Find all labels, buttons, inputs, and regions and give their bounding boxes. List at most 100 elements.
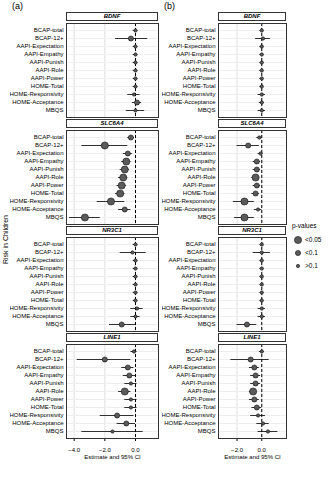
svg-text:−4.0: −4.0 — [68, 447, 81, 453]
svg-text:AAPI-Expectation: AAPI-Expectation — [168, 257, 215, 263]
svg-text:AAPI-Power: AAPI-Power — [183, 75, 216, 81]
svg-text:AAPI-Role: AAPI-Role — [187, 388, 216, 394]
svg-text:BCAP-total: BCAP-total — [186, 241, 216, 247]
svg-text:HOME-Total: HOME-Total — [31, 297, 64, 303]
svg-text:<0.1: <0.1 — [305, 249, 318, 256]
svg-text:AAPI-Punish: AAPI-Punish — [181, 59, 215, 65]
svg-text:HOME-Total: HOME-Total — [31, 83, 64, 89]
svg-text:−2.0: −2.0 — [99, 447, 112, 453]
svg-text:HOME-Total: HOME-Total — [183, 83, 216, 89]
svg-text:AAPI-Role: AAPI-Role — [35, 174, 64, 180]
svg-text:BCAP-12+: BCAP-12+ — [187, 35, 216, 41]
svg-text:AAPI-Empathy: AAPI-Empathy — [176, 51, 215, 57]
svg-text:BCAP-12+: BCAP-12+ — [35, 249, 64, 255]
svg-text:AAPI-Punish: AAPI-Punish — [29, 59, 63, 65]
svg-text:BCAP-total: BCAP-total — [34, 27, 64, 33]
svg-text:AAPI-Power: AAPI-Power — [31, 182, 64, 188]
svg-text:MBQS: MBQS — [46, 428, 64, 434]
svg-text:HOME-Responsivity: HOME-Responsivity — [162, 412, 216, 418]
svg-text:AAPI-Power: AAPI-Power — [31, 396, 64, 402]
svg-text:BCAP-total: BCAP-total — [34, 348, 64, 354]
svg-text:AAPI-Power: AAPI-Power — [31, 75, 64, 81]
svg-text:AAPI-Expectation: AAPI-Expectation — [168, 43, 215, 49]
svg-text:AAPI-Punish: AAPI-Punish — [181, 166, 215, 172]
svg-text:BCAP-12+: BCAP-12+ — [35, 35, 64, 41]
svg-text:AAPI-Empathy: AAPI-Empathy — [176, 265, 215, 271]
svg-text:AAPI-Power: AAPI-Power — [183, 396, 216, 402]
svg-text:AAPI-Punish: AAPI-Punish — [181, 273, 215, 279]
svg-text:HOME-Acceptance: HOME-Acceptance — [12, 206, 64, 212]
svg-text:HOME-Responsivity: HOME-Responsivity — [162, 305, 216, 311]
svg-text:AAPI-Power: AAPI-Power — [31, 289, 64, 295]
svg-text:MBQS: MBQS — [198, 428, 216, 434]
svg-text:HOME-Acceptance: HOME-Acceptance — [164, 420, 216, 426]
svg-text:AAPI-Role: AAPI-Role — [187, 174, 216, 180]
svg-text:AAPI-Empathy: AAPI-Empathy — [24, 372, 63, 378]
svg-text:AAPI-Empathy: AAPI-Empathy — [176, 372, 215, 378]
svg-text:−2.0: −2.0 — [231, 447, 244, 453]
svg-text:HOME-Total: HOME-Total — [31, 190, 64, 196]
svg-text:AAPI-Empathy: AAPI-Empathy — [24, 158, 63, 164]
svg-text:BCAP-total: BCAP-total — [186, 134, 216, 140]
svg-text:AAPI-Expectation: AAPI-Expectation — [168, 150, 215, 156]
svg-text:AAPI-Expectation: AAPI-Expectation — [168, 364, 215, 370]
svg-text:MBQS: MBQS — [46, 321, 64, 327]
svg-text:HOME-Responsivity: HOME-Responsivity — [10, 198, 64, 204]
svg-text:BCAP-12+: BCAP-12+ — [187, 249, 216, 255]
svg-text:MBQS: MBQS — [46, 214, 64, 220]
svg-text:HOME-Acceptance: HOME-Acceptance — [164, 206, 216, 212]
svg-text:HOME-Total: HOME-Total — [183, 297, 216, 303]
svg-text:MBQS: MBQS — [46, 107, 64, 113]
svg-text:AAPI-Punish: AAPI-Punish — [181, 380, 215, 386]
svg-text:AAPI-Empathy: AAPI-Empathy — [176, 158, 215, 164]
svg-text:AAPI-Empathy: AAPI-Empathy — [24, 51, 63, 57]
svg-text:HOME-Acceptance: HOME-Acceptance — [12, 313, 64, 319]
svg-text:AAPI-Role: AAPI-Role — [187, 67, 216, 73]
svg-text:AAPI-Punish: AAPI-Punish — [29, 380, 63, 386]
svg-text:AAPI-Expectation: AAPI-Expectation — [16, 150, 63, 156]
svg-text:HOME-Responsivity: HOME-Responsivity — [162, 91, 216, 97]
svg-text:AAPI-Power: AAPI-Power — [183, 289, 216, 295]
svg-text:AAPI-Power: AAPI-Power — [183, 182, 216, 188]
svg-text:HOME-Responsivity: HOME-Responsivity — [10, 412, 64, 418]
svg-text:BCAP-total: BCAP-total — [186, 348, 216, 354]
svg-text:BCAP-12+: BCAP-12+ — [35, 356, 64, 362]
svg-text:0.0: 0.0 — [258, 447, 267, 453]
svg-text:HOME-Acceptance: HOME-Acceptance — [164, 313, 216, 319]
svg-text:Estimate and 95% CI: Estimate and 95% CI — [84, 454, 141, 460]
svg-text:BCAP-total: BCAP-total — [186, 27, 216, 33]
svg-text:BCAP-12+: BCAP-12+ — [187, 142, 216, 148]
svg-text:AAPI-Role: AAPI-Role — [35, 281, 64, 287]
svg-text:AAPI-Punish: AAPI-Punish — [29, 273, 63, 279]
svg-text:AAPI-Expectation: AAPI-Expectation — [16, 364, 63, 370]
svg-text:AAPI-Role: AAPI-Role — [35, 388, 64, 394]
svg-text:HOME-Total: HOME-Total — [31, 404, 64, 410]
svg-text:>0.1: >0.1 — [305, 262, 318, 269]
svg-text:BCAP-12+: BCAP-12+ — [187, 356, 216, 362]
svg-text:0.0: 0.0 — [131, 447, 140, 453]
svg-text:Estimate and 95% CI: Estimate and 95% CI — [224, 454, 281, 460]
svg-text:<0.05: <0.05 — [305, 236, 322, 243]
svg-text:HOME-Responsivity: HOME-Responsivity — [10, 305, 64, 311]
svg-text:p-values: p-values — [292, 222, 317, 230]
svg-text:MBQS: MBQS — [198, 214, 216, 220]
svg-text:BCAP-total: BCAP-total — [34, 134, 64, 140]
svg-text:AAPI-Role: AAPI-Role — [187, 281, 216, 287]
svg-text:HOME-Acceptance: HOME-Acceptance — [12, 99, 64, 105]
svg-text:MBQS: MBQS — [198, 107, 216, 113]
svg-text:HOME-Acceptance: HOME-Acceptance — [12, 420, 64, 426]
svg-text:AAPI-Expectation: AAPI-Expectation — [16, 257, 63, 263]
svg-text:HOME-Total: HOME-Total — [183, 404, 216, 410]
svg-text:HOME-Total: HOME-Total — [183, 190, 216, 196]
svg-text:HOME-Responsivity: HOME-Responsivity — [10, 91, 64, 97]
svg-text:BCAP-12+: BCAP-12+ — [35, 142, 64, 148]
svg-text:AAPI-Expectation: AAPI-Expectation — [16, 43, 63, 49]
svg-text:AAPI-Role: AAPI-Role — [35, 67, 64, 73]
svg-text:HOME-Acceptance: HOME-Acceptance — [164, 99, 216, 105]
svg-text:AAPI-Empathy: AAPI-Empathy — [24, 265, 63, 271]
html-text:(a): (a) — [12, 1, 23, 11]
svg-text:HOME-Responsivity: HOME-Responsivity — [162, 198, 216, 204]
svg-text:MBQS: MBQS — [198, 321, 216, 327]
svg-text:BCAP-total: BCAP-total — [34, 241, 64, 247]
svg-text:AAPI-Punish: AAPI-Punish — [29, 166, 63, 172]
